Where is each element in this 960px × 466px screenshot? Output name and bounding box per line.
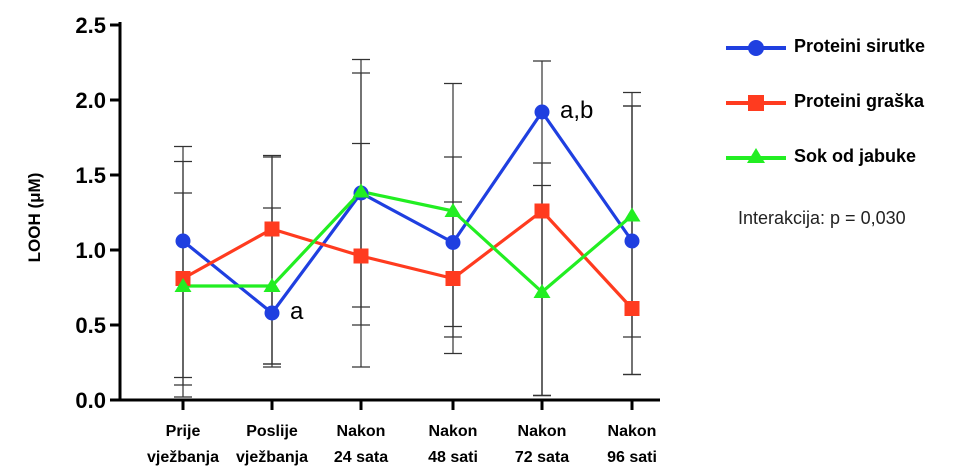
data-point	[353, 248, 369, 264]
x-tick-label: Nakon	[429, 423, 478, 440]
annotation-label: a,b	[560, 97, 593, 124]
x-tick-label: vježbanja	[147, 449, 219, 466]
data-point	[352, 183, 370, 198]
legend-label: Sok od jabuke	[794, 146, 917, 166]
data-point	[264, 305, 280, 321]
data-point	[534, 203, 550, 219]
x-tick-label: 72 sata	[515, 449, 569, 466]
series-line	[182, 209, 634, 310]
circle-marker-icon	[748, 40, 764, 56]
y-tick-label: 1.5	[75, 163, 106, 188]
legend-label: Proteini sirutke	[794, 36, 926, 56]
interaction-text: Interakcija: p = 0,030	[738, 208, 906, 228]
data-point	[623, 207, 641, 222]
x-tick-label: 24 sata	[334, 449, 388, 466]
series-line	[183, 189, 634, 294]
data-point	[444, 203, 462, 217]
y-axis-label: LOOH (μM)	[25, 173, 44, 263]
x-tick-label: Nakon	[518, 423, 567, 440]
legend-label: Proteini graška	[794, 91, 925, 111]
square-marker-icon	[748, 95, 764, 111]
line-chart: 0.0 0.5 1.0 1.5 2.0 2.5 LOOH (μM) Prije vježbanj…	[25, 13, 660, 466]
y-tick-label: 0.0	[75, 388, 106, 413]
data-point	[174, 278, 192, 292]
data-point	[624, 233, 640, 249]
data-point	[533, 284, 551, 298]
data-point	[534, 104, 550, 120]
y-tick-label: 1.0	[75, 238, 106, 263]
x-tick-label: 96 sati	[607, 449, 657, 466]
data-point	[624, 301, 640, 316]
data-point	[264, 221, 280, 237]
triangle-marker-icon	[747, 148, 765, 163]
y-tick-label: 0.5	[75, 313, 106, 338]
data-point	[445, 271, 461, 286]
x-tick-label: 48 sati	[428, 449, 478, 466]
x-tick-label: Poslije	[246, 423, 298, 440]
y-tick-label: 2.0	[75, 88, 106, 113]
x-tick-label: vježbanja	[236, 449, 308, 466]
x-tick-label: Nakon	[337, 423, 386, 440]
data-point	[263, 278, 281, 292]
series-line	[181, 110, 634, 315]
data-point	[175, 233, 191, 249]
y-tick-label: 2.5	[75, 13, 106, 38]
x-tick-label: Nakon	[608, 423, 657, 440]
x-tick-label: Prije	[166, 423, 201, 440]
annotation-label: a	[290, 298, 304, 325]
data-point	[445, 235, 461, 250]
